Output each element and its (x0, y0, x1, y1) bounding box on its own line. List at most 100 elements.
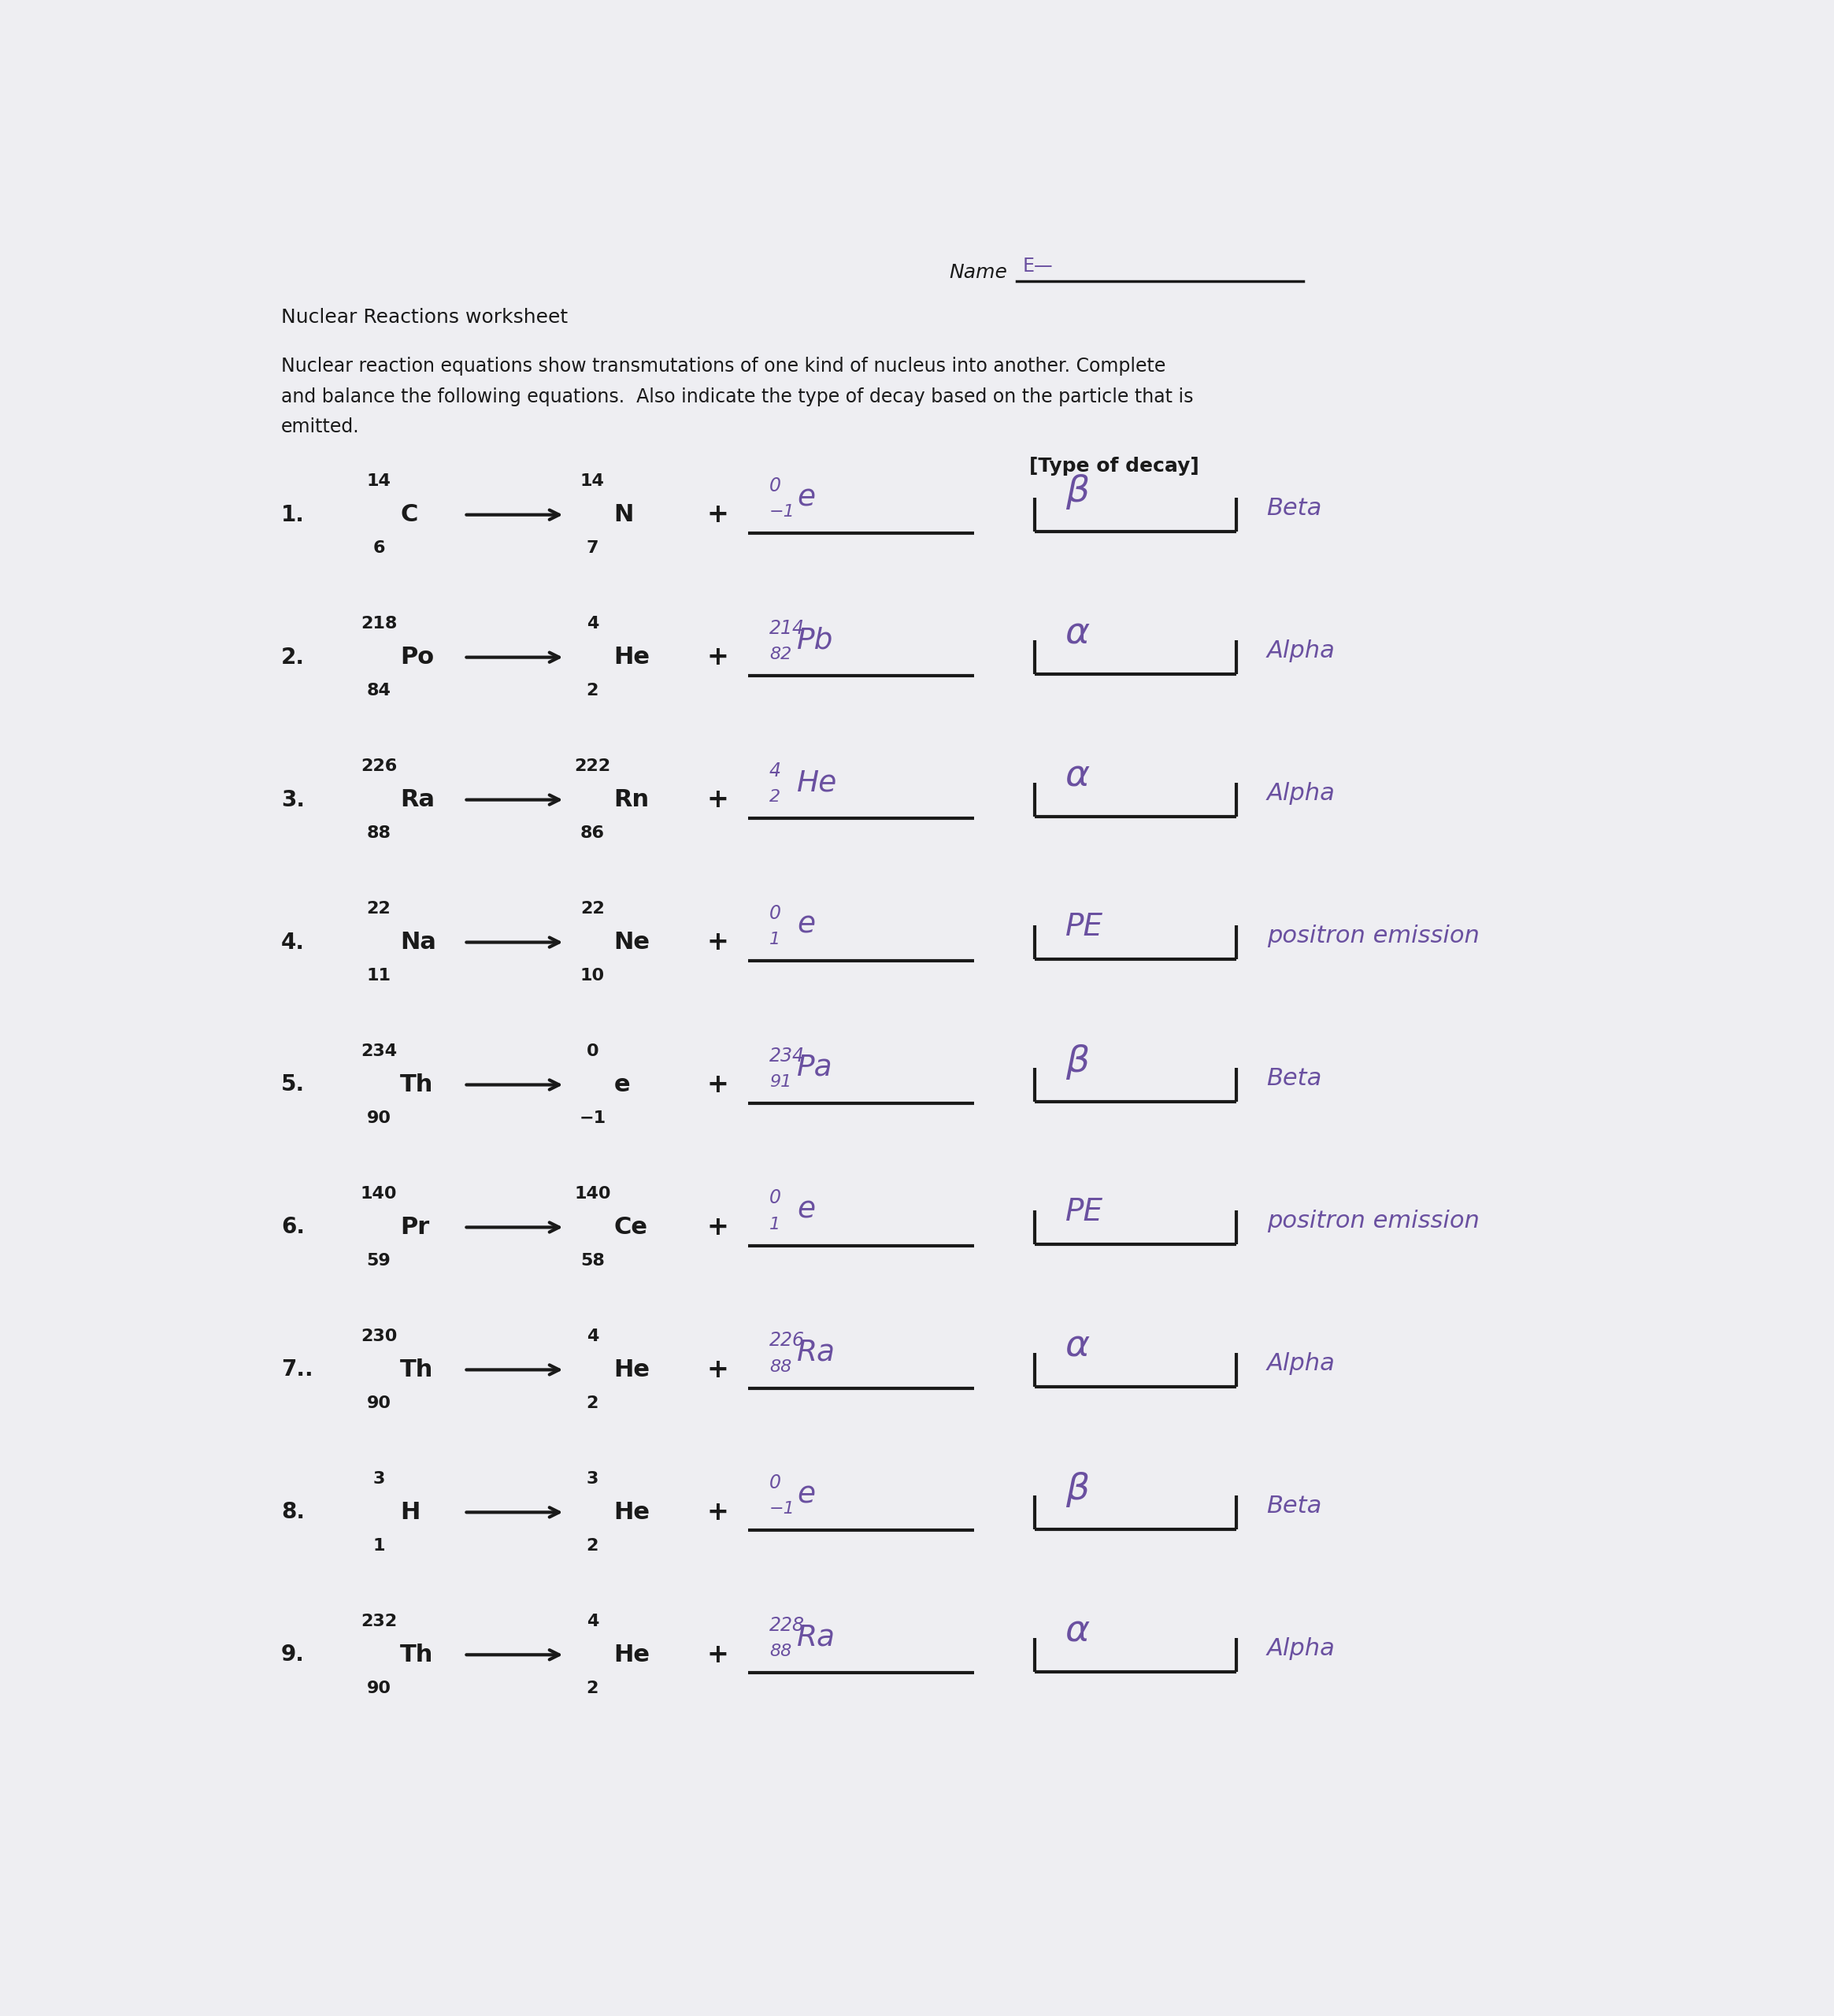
Text: 6: 6 (372, 540, 385, 556)
Text: 1: 1 (372, 1538, 385, 1554)
Text: −1: −1 (768, 504, 796, 520)
Text: 90: 90 (367, 1395, 391, 1411)
Text: +: + (706, 786, 728, 812)
Text: 8.: 8. (281, 1502, 304, 1524)
Text: 230: 230 (361, 1329, 396, 1345)
Text: +: + (706, 1641, 728, 1667)
Text: 59: 59 (367, 1252, 391, 1268)
Text: He: He (614, 645, 649, 669)
Text: Alpha: Alpha (1267, 1637, 1335, 1659)
Text: 4: 4 (587, 617, 598, 631)
Text: α: α (1066, 1615, 1089, 1649)
Text: Rn: Rn (614, 788, 649, 810)
Text: Ra: Ra (796, 1623, 836, 1651)
Text: 14: 14 (367, 474, 391, 490)
Text: −1: −1 (768, 1502, 796, 1518)
Text: 218: 218 (361, 617, 396, 631)
Text: β: β (1066, 474, 1089, 510)
Text: Nuclear Reactions worksheet: Nuclear Reactions worksheet (281, 308, 569, 327)
Text: e: e (796, 911, 814, 939)
Text: 14: 14 (580, 474, 605, 490)
Text: 84: 84 (367, 683, 391, 698)
Text: +: + (706, 502, 728, 528)
Text: H: H (400, 1500, 420, 1524)
Text: [Type of decay]: [Type of decay] (1029, 458, 1199, 476)
Text: Alpha: Alpha (1267, 1353, 1335, 1375)
Text: Th: Th (400, 1359, 433, 1381)
Text: −1: −1 (580, 1111, 605, 1127)
Text: He: He (796, 768, 838, 796)
Text: C: C (400, 504, 418, 526)
Text: e: e (796, 1195, 814, 1224)
Text: He: He (614, 1643, 649, 1665)
Text: 2: 2 (768, 788, 781, 804)
Text: 4: 4 (587, 1613, 598, 1629)
Text: 3: 3 (587, 1472, 598, 1488)
Text: 0: 0 (768, 903, 781, 923)
Text: 0: 0 (768, 1189, 781, 1208)
Text: 82: 82 (768, 647, 792, 661)
Text: 234: 234 (361, 1044, 396, 1058)
Text: +: + (706, 929, 728, 956)
Text: 4.: 4. (281, 931, 304, 954)
Text: α: α (1066, 758, 1089, 794)
Text: 88: 88 (367, 825, 391, 841)
Text: 2.: 2. (281, 647, 304, 669)
Text: 90: 90 (367, 1679, 391, 1695)
Text: 2: 2 (587, 1395, 598, 1411)
Text: 91: 91 (768, 1075, 792, 1089)
Text: 2: 2 (587, 1679, 598, 1695)
Text: 22: 22 (367, 901, 391, 917)
Text: 140: 140 (574, 1185, 611, 1202)
Text: 7: 7 (587, 540, 598, 556)
Text: β: β (1066, 1472, 1089, 1506)
Text: β: β (1066, 1044, 1089, 1079)
Text: PE: PE (1066, 1198, 1104, 1228)
Text: 7..: 7.. (281, 1359, 314, 1381)
Text: Ne: Ne (614, 931, 649, 954)
Text: 2: 2 (587, 1538, 598, 1554)
Text: He: He (614, 1359, 649, 1381)
Text: Pa: Pa (796, 1054, 833, 1083)
Text: e: e (614, 1073, 629, 1097)
Text: 4: 4 (768, 762, 781, 780)
Text: N: N (614, 504, 635, 526)
Text: Ce: Ce (614, 1216, 647, 1238)
Text: 222: 222 (574, 758, 611, 774)
Text: PE: PE (1066, 911, 1104, 941)
Text: 234: 234 (768, 1046, 805, 1064)
Text: 3.: 3. (281, 788, 304, 810)
Text: Nuclear reaction equations show transmutations of one kind of nucleus into anoth: Nuclear reaction equations show transmut… (281, 357, 1166, 375)
Text: 90: 90 (367, 1111, 391, 1127)
Text: Ra: Ra (400, 788, 435, 810)
Text: Beta: Beta (1267, 1066, 1322, 1091)
Text: 58: 58 (580, 1252, 605, 1268)
Text: 0: 0 (768, 1474, 781, 1492)
Text: 10: 10 (580, 968, 605, 984)
Text: Na: Na (400, 931, 436, 954)
Text: 0: 0 (768, 476, 781, 496)
Text: 2: 2 (587, 683, 598, 698)
Text: 4: 4 (587, 1329, 598, 1345)
Text: Pr: Pr (400, 1216, 429, 1238)
Text: Th: Th (400, 1643, 433, 1665)
Text: e: e (796, 1482, 814, 1510)
Text: 1: 1 (768, 931, 781, 948)
Text: positron emission: positron emission (1267, 925, 1480, 948)
Text: 1.: 1. (281, 504, 304, 526)
Text: 214: 214 (768, 619, 805, 637)
Text: Name: Name (950, 262, 1007, 282)
Text: Ra: Ra (796, 1339, 836, 1367)
Text: α: α (1066, 617, 1089, 651)
Text: He: He (614, 1500, 649, 1524)
Text: 140: 140 (361, 1185, 398, 1202)
Text: +: + (706, 1214, 728, 1240)
Text: 226: 226 (361, 758, 396, 774)
Text: 1: 1 (768, 1216, 781, 1232)
Text: Alpha: Alpha (1267, 782, 1335, 804)
Text: 22: 22 (580, 901, 605, 917)
Text: Pb: Pb (796, 627, 833, 655)
Text: E—: E— (1023, 256, 1053, 276)
Text: 88: 88 (768, 1643, 792, 1659)
Text: Alpha: Alpha (1267, 639, 1335, 663)
